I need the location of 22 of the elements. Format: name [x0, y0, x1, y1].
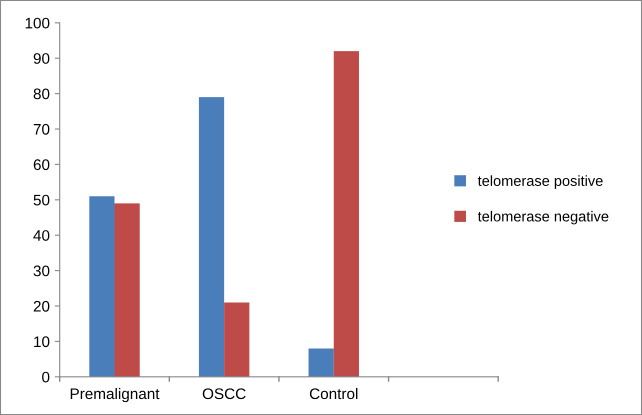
bar — [114, 203, 140, 377]
x-tick-label: OSCC — [202, 388, 246, 400]
x-tick-label: Premalignant — [70, 388, 160, 402]
y-tick-label: 30 — [34, 265, 50, 276]
y-tick-label: 0 — [42, 372, 50, 383]
bar — [224, 302, 250, 377]
legend-label: telomerase negative — [478, 210, 608, 224]
y-tick-label: 40 — [33, 230, 50, 241]
y-tick-label: 90 — [34, 53, 50, 64]
bar — [89, 196, 115, 377]
y-tick-label: 80 — [34, 88, 50, 100]
y-tick-label: 60 — [34, 159, 50, 170]
y-tick-label: 50 — [34, 194, 50, 206]
bar — [308, 348, 334, 377]
y-tick-label: 20 — [34, 300, 50, 312]
legend-label: telomerase positive — [478, 175, 603, 189]
y-tick-label: 100 — [26, 18, 50, 29]
bar — [334, 51, 359, 377]
bar — [198, 97, 224, 377]
y-tick-label: 70 — [34, 124, 50, 135]
x-tick-label: Control — [310, 388, 358, 400]
y-tick-label: 10 — [34, 336, 50, 348]
